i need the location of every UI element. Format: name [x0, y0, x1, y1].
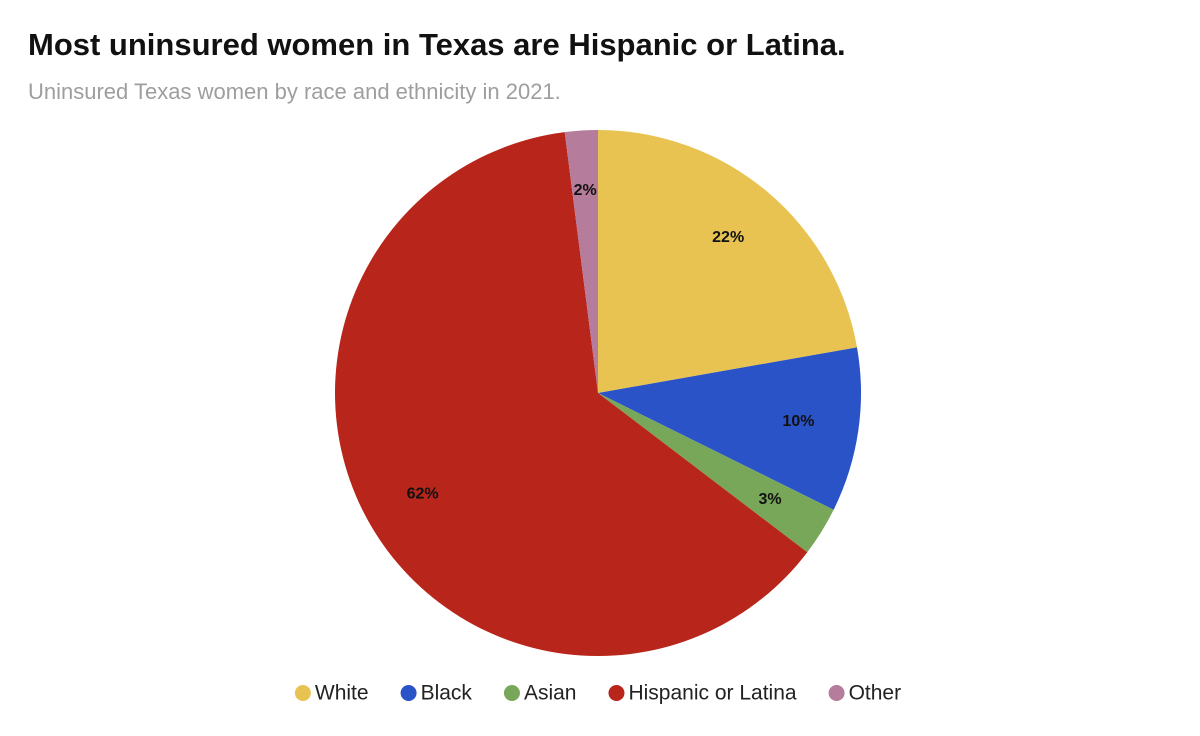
data-label: 2%: [574, 182, 597, 199]
data-label: 10%: [782, 413, 814, 430]
legend-marker: [503, 685, 520, 701]
pie-slice: [598, 393, 834, 553]
pie-slice: [564, 130, 598, 393]
legend-label: Hispanic or Latina: [628, 682, 796, 705]
legend-label: White: [315, 682, 369, 705]
legend-marker: [828, 685, 845, 701]
pie-slice: [598, 130, 858, 393]
legend-label: Asian: [524, 682, 577, 705]
chart-subtitle: Uninsured Texas women by race and ethnic…: [28, 79, 561, 104]
legend-label: Black: [421, 682, 473, 705]
legend-marker: [608, 685, 625, 701]
legend-marker: [294, 685, 311, 701]
pie-slice: [598, 347, 862, 510]
data-label: 3%: [759, 491, 782, 508]
data-label: 22%: [712, 229, 744, 246]
pie-slice: [334, 132, 808, 656]
legend-label: Other: [849, 682, 902, 705]
chart-title: Most uninsured women in Texas are Hispan…: [28, 27, 846, 62]
data-label: 62%: [407, 485, 439, 502]
legend-marker: [400, 685, 417, 701]
